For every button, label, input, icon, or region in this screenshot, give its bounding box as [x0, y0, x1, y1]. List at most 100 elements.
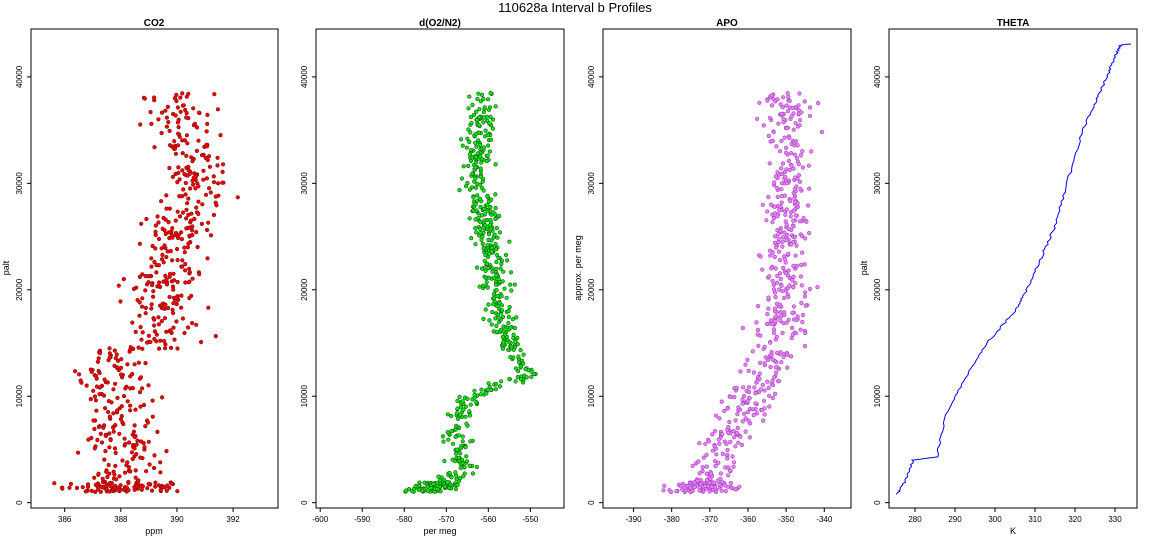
data-point: [469, 120, 474, 125]
data-point: [140, 386, 145, 391]
data-point: [205, 227, 210, 233]
data-point: [491, 302, 496, 307]
co2-points: [52, 91, 240, 495]
data-point: [747, 435, 753, 440]
data-point: [156, 315, 161, 320]
data-point: [774, 350, 780, 356]
data-point: [440, 434, 446, 439]
data-point: [180, 210, 186, 215]
data-point: [137, 241, 142, 246]
data-point: [485, 153, 490, 158]
data-point: [150, 282, 155, 288]
data-point: [712, 485, 718, 490]
data-point: [483, 275, 489, 281]
data-point: [184, 115, 189, 120]
data-point: [476, 123, 481, 128]
data-point: [169, 144, 174, 149]
data-point: [737, 484, 742, 489]
data-point: [149, 488, 155, 493]
data-point: [704, 464, 709, 469]
data-point: [170, 226, 175, 231]
plot-frame: [602, 28, 852, 509]
data-point: [710, 432, 715, 437]
data-point: [93, 482, 98, 487]
data-point: [128, 469, 133, 474]
y-tick-label: 30000: [873, 172, 882, 195]
data-point: [191, 182, 196, 187]
data-point: [494, 329, 499, 334]
data-point: [786, 268, 791, 273]
data-point: [147, 462, 152, 467]
data-point: [739, 442, 745, 448]
data-point: [201, 177, 206, 182]
data-point: [102, 457, 107, 462]
data-point: [112, 472, 117, 477]
data-point: [745, 357, 750, 363]
data-point: [101, 393, 107, 398]
data-point: [184, 216, 189, 221]
y-tick-label: 0: [873, 500, 882, 505]
data-point: [454, 451, 459, 456]
y-axis-label: palt: [1, 260, 11, 275]
x-tick-label: 392: [226, 515, 240, 524]
data-point: [465, 136, 470, 141]
data-point: [704, 478, 710, 483]
data-point: [764, 321, 770, 327]
data-point: [787, 98, 792, 103]
data-point: [464, 145, 469, 150]
data-point: [482, 206, 487, 211]
data-point: [445, 412, 450, 417]
data-point: [719, 399, 724, 404]
data-point: [201, 168, 206, 173]
data-point: [152, 323, 157, 328]
data-point: [467, 409, 472, 414]
data-point: [794, 317, 799, 323]
data-point: [793, 139, 799, 144]
data-point: [479, 237, 484, 242]
data-point: [113, 423, 118, 428]
data-point: [773, 319, 778, 324]
data-point: [467, 152, 473, 157]
data-point: [182, 245, 187, 250]
data-point: [518, 377, 524, 382]
data-point: [471, 195, 476, 200]
data-point: [760, 382, 765, 388]
data-point: [507, 239, 512, 244]
data-point: [164, 124, 169, 129]
data-point: [521, 352, 526, 357]
data-point: [807, 186, 812, 191]
data-point: [758, 360, 763, 366]
data-point: [777, 302, 783, 307]
data-point: [492, 296, 497, 301]
data-point: [95, 359, 100, 364]
data-point: [445, 480, 450, 485]
data-point: [489, 245, 495, 250]
data-point: [138, 404, 143, 409]
data-point: [517, 360, 522, 365]
data-point: [112, 348, 117, 353]
data-point: [141, 402, 147, 408]
data-point: [107, 346, 112, 351]
y-tick-label: 40000: [873, 65, 882, 88]
data-point: [200, 202, 205, 207]
data-point: [454, 447, 460, 452]
data-point: [130, 442, 136, 448]
data-point: [120, 458, 125, 463]
data-point: [482, 105, 487, 110]
data-point: [473, 217, 478, 222]
data-point: [782, 169, 788, 175]
data-point: [146, 439, 151, 444]
data-point: [168, 249, 173, 254]
data-point: [731, 464, 736, 469]
data-point: [773, 99, 778, 104]
data-point: [101, 423, 107, 428]
data-point: [207, 154, 212, 159]
data-point: [702, 483, 708, 489]
data-point: [187, 279, 192, 284]
data-point: [185, 245, 190, 250]
data-point: [107, 471, 112, 476]
data-point: [757, 100, 762, 105]
x-axis-label: per meg: [423, 526, 456, 536]
plot-frame: [315, 28, 565, 509]
data-point: [416, 487, 422, 493]
